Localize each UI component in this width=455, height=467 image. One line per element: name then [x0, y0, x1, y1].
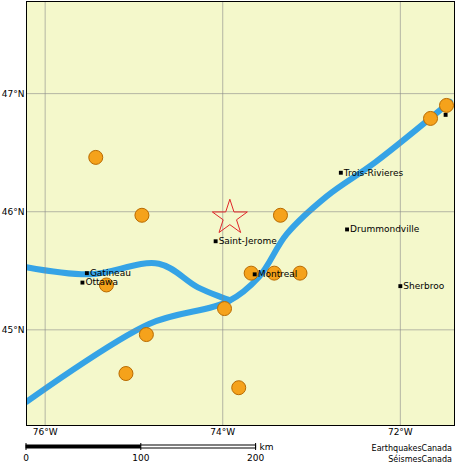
svg-text:Trois-Rivieres: Trois-Rivieres	[343, 168, 404, 178]
svg-text:100: 100	[132, 453, 149, 463]
svg-text:200: 200	[247, 453, 264, 463]
svg-text:Sherbroo: Sherbroo	[403, 281, 444, 291]
svg-text:Drummondville: Drummondville	[350, 224, 420, 234]
svg-text:EarthquakesCanada: EarthquakesCanada	[372, 444, 452, 453]
svg-text:Ottawa: Ottawa	[85, 277, 118, 287]
svg-text:Montreal: Montreal	[258, 269, 298, 279]
svg-text:45°N: 45°N	[2, 325, 25, 335]
svg-text:km: km	[260, 442, 274, 452]
svg-text:46°N: 46°N	[2, 207, 25, 217]
svg-text:74°W: 74°W	[210, 427, 235, 437]
svg-text:72°W: 72°W	[388, 427, 413, 437]
svg-text:Gatineau: Gatineau	[89, 268, 131, 278]
svg-text:Saint-Jerome: Saint-Jerome	[219, 236, 278, 246]
svg-text:SéismesCanada: SéismesCanada	[388, 454, 452, 464]
svg-text:76°W: 76°W	[33, 427, 58, 437]
svg-text:0: 0	[23, 453, 29, 463]
svg-text:47°N: 47°N	[2, 89, 25, 99]
